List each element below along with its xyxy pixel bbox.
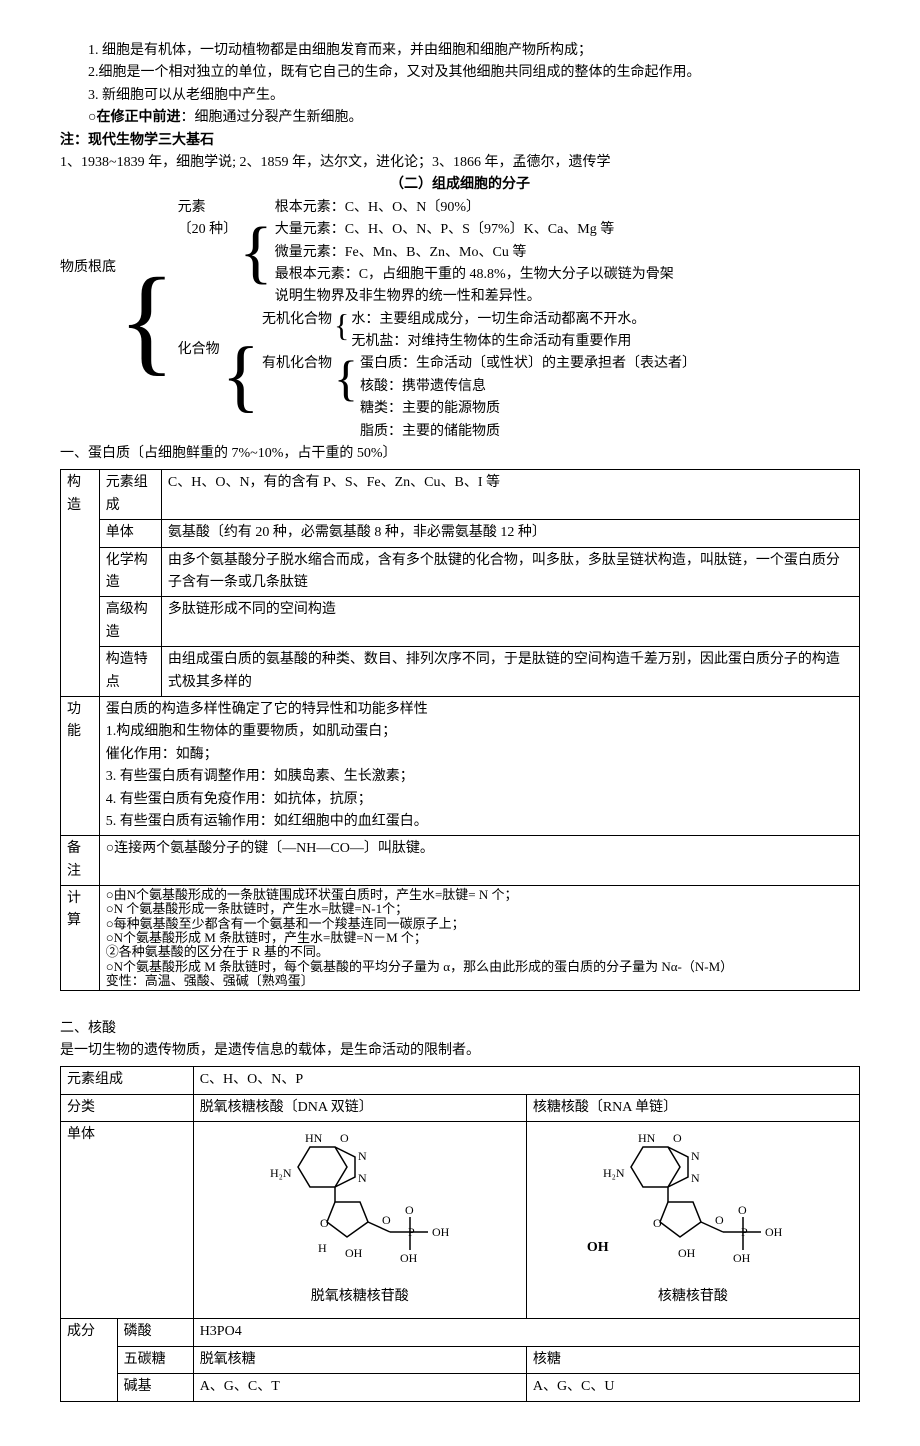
na-sugar-dna: 脱氧核糖 — [193, 1346, 526, 1373]
intro-p2: 2.细胞是一个相对独立的单位，既有它自己的生命，又对及其他细胞共同组成的整体的生… — [60, 62, 860, 84]
svg-text:HN: HN — [638, 1132, 656, 1145]
organic-label: 有机化合物 — [262, 353, 332, 375]
nucleic-sub: 是一切生物的遗传物质，是遗传信息的载体，是生命活动的限制者。 — [60, 1040, 860, 1062]
rna-extra-oh: OH — [587, 1237, 609, 1259]
svg-text:OH: OH — [733, 1251, 751, 1265]
nucleic-table: 元素组成 C、H、O、N、P 分类 脱氧核糖核酸〔DNA 双链〕 核糖核酸〔RN… — [60, 1066, 860, 1401]
intro-p4: ○在修正中前进：细胞通过分裂产生新细胞。 — [60, 107, 860, 129]
cell-monomer-label: 单体 — [99, 520, 161, 547]
inorganic-label: 无机化合物 — [262, 309, 332, 331]
cell-function: 蛋白质的构造多样性确定了它的特异性和功能多样性 1.构成细胞和生物体的重要物质，… — [99, 696, 859, 835]
svg-text:O: O — [405, 1203, 414, 1217]
svg-text:OH: OH — [678, 1246, 696, 1260]
na-sugar-rna: 核糖 — [526, 1346, 859, 1373]
svg-text:O: O — [382, 1213, 391, 1227]
svg-text:OH: OH — [432, 1225, 450, 1239]
svg-text:O: O — [653, 1216, 662, 1230]
svg-text:N: N — [691, 1171, 700, 1185]
elements-label: 元素 — [178, 197, 238, 219]
na-dna: 脱氧核糖核酸〔DNA 双链〕 — [193, 1094, 526, 1121]
cell-high-val: 多肽链形成不同的空间构造 — [161, 597, 859, 647]
svg-text:OH: OH — [765, 1225, 783, 1239]
tree-org4: 脂质：主要的储能物质 — [360, 421, 696, 443]
na-base-label: 碱基 — [117, 1374, 193, 1401]
na-elem-label: 元素组成 — [61, 1067, 194, 1094]
svg-text:N: N — [358, 1171, 367, 1185]
tree-org2: 核酸：携带遗传信息 — [360, 376, 696, 398]
tree-root: 物质根底 — [60, 197, 116, 279]
na-base-rna: A、G、C、U — [526, 1374, 859, 1401]
cell-calc: ○由N个氨基酸形成的一条肽链围成环状蛋白质时，产生水=肽键= N 个； ○N 个… — [99, 886, 859, 991]
svg-text:O: O — [320, 1216, 329, 1230]
tree-e4: 最根本元素：C，占细胞干重的 48.8%，生物大分子以碳链为骨架 — [275, 264, 674, 286]
svg-text:N: N — [358, 1149, 367, 1163]
na-phos-val: H3PO4 — [193, 1319, 859, 1346]
svg-text:OH: OH — [345, 1246, 363, 1260]
svg-text:N: N — [691, 1149, 700, 1163]
tree-org1: 蛋白质：生命活动〔或性状〕的主要承担者〔表达者〕 — [360, 353, 696, 375]
section2-title: （二）组成细胞的分子 — [60, 174, 860, 196]
th-function: 功能 — [61, 696, 100, 835]
material-tree: 物质根底 { 元素 〔20 种〕 { 根本元素：C、H、O、N〔90%〕 大量元… — [60, 197, 860, 443]
na-phos-label: 磷酸 — [117, 1319, 193, 1346]
cell-element-val: C、H、O、N，有的含有 P、S、Fe、Zn、Cu、B、I 等 — [161, 470, 859, 520]
intro-p3: 3. 新细胞可以从老细胞中产生。 — [60, 85, 860, 107]
th-structure: 构造 — [61, 470, 100, 697]
cell-monomer-val: 氨基酸〔约有 20 种，必需氨基酸 8 种，非必需氨基酸 12 种〕 — [161, 520, 859, 547]
tree-e3: 微量元素：Fe、Mn、B、Zn、Mo、Cu 等 — [275, 242, 674, 264]
cell-chem-label: 化学构造 — [99, 547, 161, 597]
na-monomer-label: 单体 — [61, 1122, 194, 1319]
na-sugar-label: 五碳糖 — [117, 1346, 193, 1373]
dna-molecule-cell: H₂N HN O N N O H OH O O OH OH P 脱氧核糖核苷酸 — [193, 1122, 526, 1319]
tree-org3: 糖类：主要的能源物质 — [360, 398, 696, 420]
cell-element-label: 元素组成 — [99, 470, 161, 520]
svg-text:HN: HN — [305, 1132, 323, 1145]
tree-inorg2: 无机盐：对维持生物体的生命活动有重要作用 — [351, 331, 645, 353]
rna-nucleotide-icon: H₂N HN O N N O OH O O OH OH P — [583, 1132, 803, 1282]
svg-text:H₂N: H₂N — [603, 1166, 625, 1180]
svg-text:P: P — [408, 1225, 415, 1239]
rna-caption: 核糖核苷酸 — [537, 1286, 849, 1308]
svg-text:O: O — [340, 1132, 349, 1145]
svg-text:O: O — [738, 1203, 747, 1217]
svg-text:O: O — [673, 1132, 682, 1145]
cell-feat-val: 由组成蛋白质的氨基酸的种类、数目、排列次序不同，于是肽链的空间构造千差万别，因此… — [161, 647, 859, 697]
cell-note: ○连接两个氨基酸分子的键〔—NH—CO—〕叫肽键。 — [99, 836, 859, 886]
na-rna: 核糖核酸〔RNA 单链〕 — [526, 1094, 859, 1121]
note-body: 1、1938~1839 年，细胞学说; 2、1859 年，达尔文，进化论；3、1… — [60, 152, 860, 174]
elements-count: 〔20 种〕 — [178, 219, 238, 241]
tree-inorg1: 水：主要组成成分，一切生命活动都离不开水。 — [351, 309, 645, 331]
th-note: 备注 — [61, 836, 100, 886]
svg-text:OH: OH — [400, 1251, 418, 1265]
tree-e5: 说明生物界及非生物界的统一性和差异性。 — [275, 286, 674, 308]
protein-table: 构造 元素组成 C、H、O、N，有的含有 P、S、Fe、Zn、Cu、B、I 等 … — [60, 469, 860, 991]
tree-e1: 根本元素：C、H、O、N〔90%〕 — [275, 197, 674, 219]
rna-molecule-cell: H₂N HN O N N O OH O O OH OH P OH 核糖核苷酸 — [526, 1122, 859, 1319]
cell-high-label: 高级构造 — [99, 597, 161, 647]
protein-title: 一、蛋白质〔占细胞鲜重的 7%~10%，占干重的 50%〕 — [60, 443, 860, 465]
nucleic-title: 二、核酸 — [60, 1018, 860, 1040]
th-calc: 计算 — [61, 886, 100, 991]
svg-text:P: P — [741, 1225, 748, 1239]
dna-nucleotide-icon: H₂N HN O N N O H OH O O OH OH P — [250, 1132, 470, 1282]
tree-e2: 大量元素：C、H、O、N、P、S〔97%〕K、Ca、Mg 等 — [275, 219, 674, 241]
cell-chem-val: 由多个氨基酸分子脱水缩合而成，含有多个肽键的化合物，叫多肽，多肽呈链状构造，叫肽… — [161, 547, 859, 597]
compounds-label: 化合物 — [178, 309, 220, 361]
na-base-dna: A、G、C、T — [193, 1374, 526, 1401]
svg-text:H₂N: H₂N — [270, 1166, 292, 1180]
na-elem-val: C、H、O、N、P — [193, 1067, 859, 1094]
note-heading: 注：现代生物学三大基石 — [60, 130, 860, 152]
na-comp-label: 成分 — [61, 1319, 118, 1401]
svg-text:O: O — [715, 1213, 724, 1227]
na-class-label: 分类 — [61, 1094, 194, 1121]
svg-text:H: H — [318, 1241, 327, 1255]
intro-p1: 1. 细胞是有机体，一切动植物都是由细胞发育而来，并由细胞和细胞产物所构成； — [60, 40, 860, 62]
cell-feat-label: 构造特点 — [99, 647, 161, 697]
dna-caption: 脱氧核糖核苷酸 — [204, 1286, 516, 1308]
